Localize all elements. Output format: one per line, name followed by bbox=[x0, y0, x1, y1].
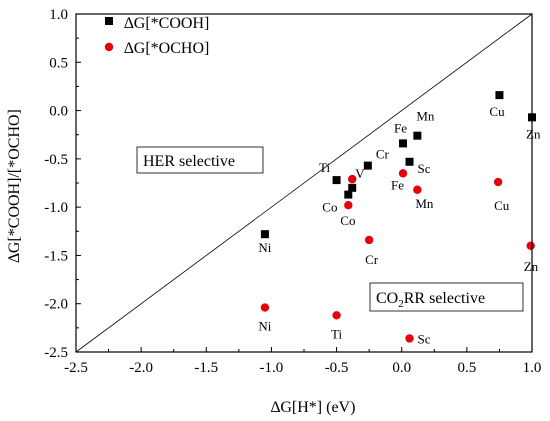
y-tick-label: -2.0 bbox=[44, 297, 68, 313]
x-axis-label: ∆G[H*] (eV) bbox=[271, 399, 356, 416]
legend-marker-ocho bbox=[104, 42, 114, 52]
y-tick-label: 1.0 bbox=[49, 7, 68, 23]
ocho-point-zn bbox=[526, 241, 535, 250]
cooh-point-fe bbox=[399, 139, 408, 148]
cooh-point-sc bbox=[405, 157, 414, 166]
her-selective-text: HER selective bbox=[143, 153, 235, 170]
y-axis-label: ∆G[*COOH]/[*OCHO] bbox=[6, 109, 23, 263]
y-tick-label: 0.0 bbox=[49, 104, 68, 120]
x-tick-label: 0.5 bbox=[457, 360, 476, 376]
legend: ∆G[*COOH] ∆G[*OCHO] bbox=[104, 15, 209, 57]
y-ticks: -2.5 -2.0 -1.5 -1.0 -0.5 0.0 0.5 1.0 bbox=[44, 7, 81, 361]
ocho-label-mn: Mn bbox=[415, 196, 434, 211]
cooh-label-zn: Zn bbox=[526, 126, 541, 141]
ocho-label-fe: Fe bbox=[391, 177, 404, 192]
ocho-point-v bbox=[348, 174, 357, 184]
ocho-point-ni bbox=[260, 303, 270, 312]
ocho-point-ti bbox=[332, 311, 341, 320]
co2rr-selective-text: CO2RR selective bbox=[376, 290, 485, 310]
cooh-point-cr bbox=[363, 161, 372, 170]
x-tick-label: -2.5 bbox=[64, 360, 88, 376]
cooh-label-ti: Ti bbox=[319, 160, 330, 175]
ocho-point-cr bbox=[364, 235, 374, 245]
cooh-point-mn bbox=[413, 131, 422, 140]
cooh-label-ni: Ni bbox=[258, 240, 271, 255]
x-tick-label: -2.0 bbox=[129, 360, 153, 376]
cooh-label-v: V bbox=[355, 166, 365, 181]
ocho-label-co: Co bbox=[340, 213, 355, 228]
x-tick-label: -1.5 bbox=[194, 360, 218, 376]
her-selective-annotation: HER selective bbox=[136, 146, 264, 174]
x-tick-label: 1.0 bbox=[523, 360, 542, 376]
ocho-point-co bbox=[344, 201, 353, 210]
ocho-label-sc: Sc bbox=[418, 331, 431, 346]
y-tick-label: -0.5 bbox=[44, 152, 68, 168]
cooh-label-fe: Fe bbox=[394, 120, 407, 135]
cooh-label-sc: Sc bbox=[418, 161, 431, 176]
cooh-point-v bbox=[348, 183, 357, 192]
cooh-point-cu bbox=[495, 91, 504, 100]
ocho-label-cu: Cu bbox=[494, 198, 510, 213]
x-tick-label: -1.0 bbox=[260, 360, 284, 376]
y-tick-label: -1.0 bbox=[44, 200, 68, 216]
legend-label-ocho: ∆G[*OCHO] bbox=[124, 40, 209, 57]
legend-label-cooh: ∆G[*COOH] bbox=[124, 15, 209, 32]
cooh-label-cr: Cr bbox=[376, 147, 390, 162]
ocho-label-zn: Zn bbox=[524, 259, 539, 274]
data-points: Ti V Co Cr Ni Fe Mn Sc Cu Zn Co Cr Ni Ti Fe Mn Sc Cu Zn bbox=[258, 91, 541, 346]
cooh-point-co bbox=[344, 190, 353, 199]
y-tick-label: -1.5 bbox=[44, 248, 68, 264]
diagonal-line bbox=[75, 13, 533, 353]
cooh-label-co: Co bbox=[322, 200, 337, 215]
ocho-point-fe bbox=[398, 169, 408, 178]
cooh-label-cu: Cu bbox=[489, 104, 505, 119]
cooh-point-ni bbox=[260, 230, 269, 239]
y-tick-label: 0.5 bbox=[49, 55, 68, 71]
ocho-label-ni: Ni bbox=[258, 319, 271, 334]
plot-frame bbox=[75, 13, 533, 353]
her-selective-box bbox=[136, 146, 264, 174]
ocho-point-sc bbox=[405, 334, 414, 343]
co2rr-selective-box bbox=[369, 282, 524, 312]
ocho-label-cr: Cr bbox=[365, 252, 379, 267]
ocho-label-ti: Ti bbox=[331, 326, 342, 341]
cooh-label-mn: Mn bbox=[416, 109, 435, 124]
ocho-point-mn bbox=[413, 185, 422, 194]
cooh-point-ti bbox=[332, 176, 341, 185]
y-tick-label: -2.5 bbox=[44, 345, 68, 361]
x-tick-label: 0.0 bbox=[392, 360, 411, 376]
co2rr-selective-annotation: CO2RR selective bbox=[369, 282, 524, 312]
x-ticks: -2.5 -2.0 -1.5 -1.0 -0.5 0.0 0.5 1.0 bbox=[64, 347, 541, 376]
legend-marker-cooh bbox=[105, 17, 113, 25]
ocho-point-cu bbox=[493, 177, 503, 187]
x-tick-label: -0.5 bbox=[325, 360, 349, 376]
